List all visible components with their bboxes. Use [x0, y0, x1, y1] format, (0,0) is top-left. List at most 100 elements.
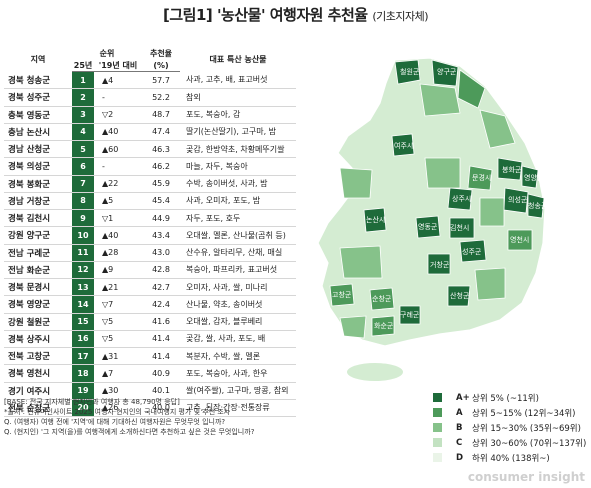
- note-q1: Q. (여행자) 여행 전에 '지역'에 대해 기대하신 여행자원은 무엇무엇 …: [4, 418, 226, 426]
- table-row: 전북 고창군 17 ▲31 41.4 복분자, 수박, 쌀, 멜론: [4, 347, 296, 366]
- rate-cell: 42.8: [142, 261, 180, 280]
- rank-cell: 3: [72, 106, 94, 124]
- table-row: 경북 봉화군 7 ▲22 45.9 수박, 송이버섯, 사과, 밤: [4, 175, 296, 193]
- legend-swatch: [433, 408, 442, 417]
- products-cell: 곶감, 한방약초, 차황메뚜기쌀: [180, 140, 296, 159]
- region-cell: 경북 의성군: [4, 157, 72, 176]
- map-region-label: 성주군: [462, 247, 482, 256]
- note-base: [BASE: 전국 지자체별 현지인과 여행자 총 48,790명 응답]: [4, 398, 180, 406]
- legend-grade: C: [456, 437, 463, 448]
- rank-change-cell: ▲40: [94, 123, 142, 142]
- region-jeonbuk-b: [339, 245, 383, 279]
- region-sunchang: [369, 287, 395, 311]
- region-chungbuk-b: [424, 157, 461, 189]
- map-region-label: 철원군: [400, 67, 420, 76]
- region-cell: 경북 영양군: [4, 295, 72, 314]
- products-cell: 포도, 복숭아, 사과, 한우: [180, 364, 296, 383]
- legend-grade: D: [456, 452, 464, 463]
- products-cell: 산수유, 알타리무, 산채, 매실: [180, 244, 296, 262]
- legend-swatch: [433, 453, 442, 462]
- table-row: 경북 성주군 2-52.2 참외: [4, 88, 296, 107]
- map-region-label: 화순군: [374, 322, 394, 330]
- map-region-label: 문경시: [472, 173, 491, 182]
- rank-cell: 7: [72, 175, 94, 193]
- region-cell: 경북 문경시: [4, 278, 72, 297]
- legend-item: B 상위 15~30% (35위~69위): [433, 420, 586, 435]
- col-rate-header: 추천율: [149, 49, 173, 58]
- table-row: 경기 여주시 19 ▲30 40.1 쌀(여주쌀), 고구마, 땅콩, 참외: [4, 382, 296, 400]
- map-region-label: 상주시: [452, 194, 471, 203]
- region-sancheong: [447, 285, 471, 307]
- legend-grade: B: [456, 422, 463, 433]
- region-cell: 강원 양구군: [4, 226, 72, 245]
- rank-change-cell: ▲5: [94, 192, 142, 211]
- map-region-label: 산청군: [450, 291, 470, 300]
- region-cheorwon: [394, 59, 421, 85]
- rate-cell: 45.4: [142, 192, 180, 211]
- footnotes: [BASE: 전국 지자체별 현지인과 여행자 총 48,790명 응답] *출…: [4, 397, 304, 437]
- region-cell: 충남 논산시: [4, 123, 72, 142]
- products-cell: 고추, 된장·간장·전통장류: [180, 399, 296, 418]
- map-region-label: 고창군: [332, 291, 352, 299]
- rank-change-cell: ▲9: [94, 261, 142, 280]
- map-region-label: 청송군: [528, 202, 548, 210]
- products-cell: 사과, 고추, 배, 표고버섯: [180, 71, 296, 90]
- map-region-label: 영양군: [524, 173, 544, 182]
- map-region-label: 여주시: [394, 141, 413, 150]
- rate-cell: 40.0: [142, 399, 180, 418]
- rank-change-cell: ▽1: [94, 209, 142, 228]
- rank-cell: 14: [72, 295, 94, 314]
- brand-logo: consumer insight: [467, 470, 585, 484]
- rate-cell: 41.4: [142, 330, 180, 349]
- region-yeongcheon: [507, 229, 533, 251]
- legend-grade: A+: [456, 392, 470, 403]
- region-gurye: [399, 305, 421, 325]
- region-hwasun: [371, 315, 395, 337]
- region-mungyeong: [467, 165, 493, 191]
- map-region-label: 논산시: [366, 215, 385, 224]
- products-cell: 오미자, 사과, 쌀, 미나리: [180, 278, 296, 297]
- legend-label: 상위 5~15% (12위~34위): [472, 408, 576, 419]
- region-yeoju: [391, 133, 415, 157]
- table-row: 경남 거창군 8 ▲5 45.4 사과, 오미자, 포도, 밤: [4, 192, 296, 211]
- products-cell: 오대쌀, 멜론, 산나물(곰취 등): [180, 226, 296, 245]
- region-yeongyang: [521, 165, 539, 189]
- rate-cell: 41.6: [142, 313, 180, 331]
- col-products-header: 대표 특산 농산물: [209, 55, 267, 65]
- region-cell: 경북 상주시: [4, 330, 72, 349]
- col-region-header: 지역: [30, 55, 46, 65]
- products-cell: 수박, 송이버섯, 사과, 밤: [180, 175, 296, 193]
- rank-cell: 18: [72, 364, 94, 383]
- table-row: 강원 양구군 10 ▲40 43.4 오대쌀, 멜론, 산나물(곰취 등): [4, 226, 296, 245]
- note-q2: Q. (현지인) '그 지역(을)를 여행객에게 소개하신다면 추천하고 싶은 …: [4, 428, 255, 436]
- legend-label: 상위 30~60% (70위~137위): [472, 438, 587, 449]
- map-region-label: 김천시: [450, 223, 469, 232]
- products-cell: 곶감, 쌀, 사과, 포도, 배: [180, 330, 296, 349]
- col-rank-19-header: '19년 대비: [94, 59, 142, 72]
- region-cell: 전남 구례군: [4, 244, 72, 262]
- table-row: 강원 철원군 15 ▽5 41.6 오대쌀, 감자, 블루베리: [4, 313, 296, 331]
- title-subtitle: (기초지자체): [372, 10, 429, 23]
- rank-cell: 13: [72, 278, 94, 297]
- rank-change-cell: ▲28: [94, 244, 142, 262]
- rank-change-cell: ▽2: [94, 106, 142, 124]
- rank-change-cell: ▽5: [94, 330, 142, 349]
- products-cell: 참외: [180, 88, 296, 107]
- rank-cell: 15: [72, 313, 94, 331]
- rank-change-cell: -: [94, 157, 142, 176]
- region-gangwon-a: [457, 69, 486, 109]
- region-cell: 경북 봉화군: [4, 175, 72, 193]
- rate-cell: 45.9: [142, 175, 180, 193]
- table-row: 경북 문경시 13 ▲21 42.7 오미자, 사과, 쌀, 미나리: [4, 278, 296, 297]
- region-gyeongnam-b: [474, 267, 506, 301]
- region-cell: 경북 청송군: [4, 71, 72, 90]
- rank-change-cell: ▲22: [94, 175, 142, 193]
- region-gyeongbuk-b: [479, 197, 505, 227]
- rank-cell: 2: [72, 88, 94, 107]
- region-cell: 경남 거창군: [4, 192, 72, 211]
- rate-cell: 42.7: [142, 278, 180, 297]
- ranking-table: 지역 순위 추천율 대표 특산 농산물 25년 '19년 대비 (%) 경북 청…: [4, 48, 296, 418]
- table-row: 경북 청송군 1 ▲4 57.7 사과, 고추, 배, 표고버섯: [4, 71, 296, 90]
- legend-item: C 상위 30~60% (70위~137위): [433, 435, 586, 450]
